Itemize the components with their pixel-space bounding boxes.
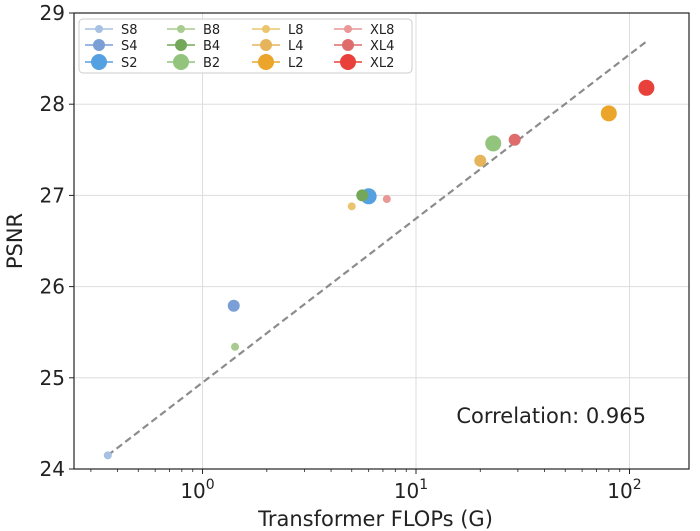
x-axis-ticks: 100 101 102 [90, 469, 642, 503]
legend-label: B2 [203, 56, 220, 71]
legend-marker [262, 25, 270, 33]
grid [74, 12, 689, 470]
legend-item-b8: B8 [167, 23, 220, 38]
x-tick-label: 101 [394, 477, 428, 503]
point-s4 [227, 299, 240, 312]
x-tick-label: 102 [607, 477, 641, 503]
legend-item-s2: S2 [85, 54, 138, 71]
legend-marker [344, 25, 352, 33]
legend-marker [95, 25, 103, 33]
legend-label: L8 [288, 23, 304, 38]
legend-label: L2 [288, 56, 304, 71]
legend-marker [175, 39, 187, 51]
legend-marker [258, 54, 274, 70]
y-tick-label: 26 [40, 275, 65, 299]
legend-label: XL2 [370, 56, 394, 71]
y-tick-label: 24 [40, 457, 65, 481]
legend-marker [342, 39, 354, 51]
y-tick-label: 25 [40, 366, 65, 390]
legend-marker [91, 54, 107, 70]
legend-item-xl2: XL2 [334, 54, 394, 71]
legend-item-b4: B4 [167, 39, 220, 54]
y-tick-label: 27 [40, 183, 65, 207]
y-axis-title: PSNR [3, 213, 27, 269]
legend-label: L4 [288, 39, 304, 54]
plot-area-frame [73, 12, 690, 470]
legend-item-s4: S4 [85, 39, 138, 54]
legend-marker [260, 39, 272, 51]
legend-label: XL4 [370, 39, 394, 54]
point-b2 [485, 135, 502, 152]
x-axis-title: Transformer FLOPs (G) [257, 507, 493, 531]
correlation-annotation: Correlation: 0.965 [456, 404, 646, 428]
legend-marker [340, 54, 356, 70]
legend-item-xl4: XL4 [334, 39, 394, 54]
legend-label: B4 [203, 39, 220, 54]
legend-item-b2: B2 [167, 54, 220, 71]
legend-item-xl8: XL8 [334, 23, 394, 38]
legend-box [78, 18, 413, 74]
legend-label: XL8 [370, 23, 394, 38]
legend-item-l8: L8 [252, 23, 304, 38]
legend-label: S4 [121, 39, 138, 54]
point-l4 [474, 154, 487, 167]
x-tick-label: 100 [180, 477, 214, 503]
point-l8 [347, 202, 356, 211]
y-tick-label: 29 [40, 1, 65, 25]
y-tick-label: 28 [40, 92, 65, 116]
point-b4 [356, 189, 369, 202]
point-xl4 [508, 133, 521, 146]
legend-marker [173, 54, 189, 70]
point-l2 [600, 105, 617, 122]
legend-label: S2 [121, 56, 138, 71]
legend-marker [93, 39, 105, 51]
point-xl8 [382, 195, 391, 204]
fit-line [107, 39, 649, 457]
legend-item-l2: L2 [252, 54, 304, 71]
point-s8 [103, 451, 112, 460]
legend-marker [177, 25, 185, 33]
legend-label: B8 [203, 23, 220, 38]
fit-line-layer [107, 39, 649, 457]
data-points [103, 79, 655, 460]
legend-item-s8: S8 [85, 23, 138, 38]
y-axis-ticks: 24 25 26 27 28 29 [40, 1, 74, 481]
point-xl2 [638, 79, 655, 96]
legend-item-l4: L4 [252, 39, 304, 54]
point-b8 [231, 342, 240, 351]
legend-label: S8 [121, 23, 138, 38]
